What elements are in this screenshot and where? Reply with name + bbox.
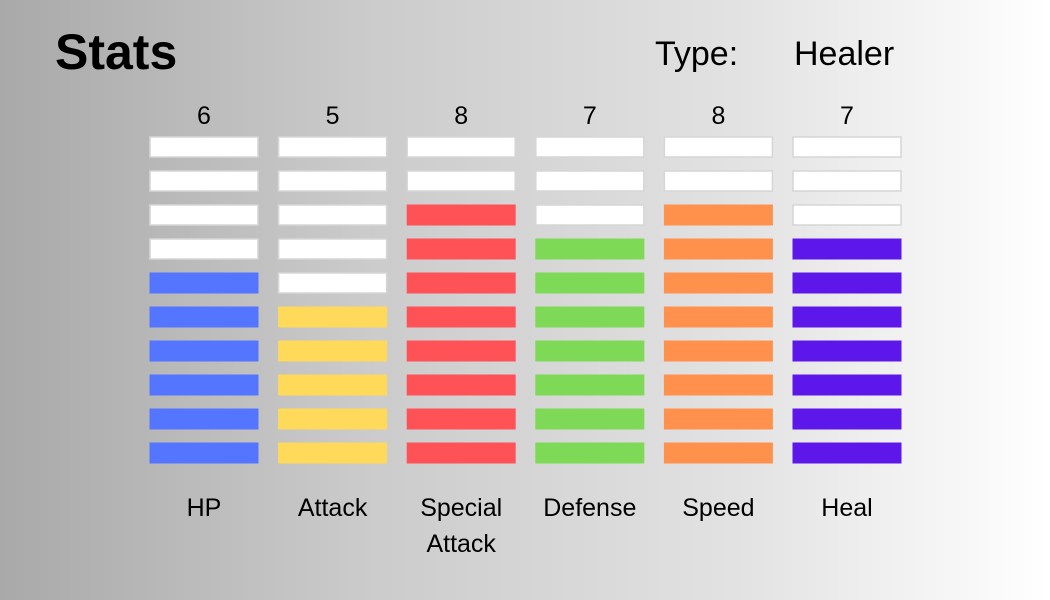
filled-segment-speed (663, 306, 773, 328)
stat-bar-hp (149, 136, 259, 464)
filled-segment-heal (792, 374, 902, 396)
empty-segment-speed (663, 136, 774, 158)
filled-segment-heal (792, 272, 902, 294)
empty-segment-defense (535, 204, 645, 226)
filled-segment-special-attack (406, 340, 516, 362)
filled-segment-special-attack (406, 204, 516, 226)
filled-segment-hp (149, 340, 259, 362)
category-label-special-attack: Special Attack (420, 494, 502, 558)
stat-bar-heal (792, 136, 902, 464)
category-label-hp: HP (187, 494, 222, 522)
empty-segment-heal (792, 136, 902, 158)
empty-segment-heal (792, 170, 902, 192)
data-label-heal: 7 (840, 102, 854, 130)
filled-segment-special-attack (406, 408, 516, 430)
filled-segment-special-attack (406, 374, 516, 396)
empty-segment-defense (535, 170, 645, 192)
data-label-hp: 6 (197, 102, 211, 130)
category-label-line: Attack (298, 494, 368, 522)
empty-segment-attack (277, 238, 388, 260)
filled-segment-defense (535, 442, 645, 464)
filled-segment-defense (535, 340, 645, 362)
filled-segment-special-attack (406, 272, 516, 294)
filled-segment-hp (149, 272, 259, 294)
category-label-speed: Speed (682, 494, 754, 522)
stat-bar-speed (663, 136, 774, 464)
empty-segment-hp (149, 238, 259, 260)
filled-segment-defense (535, 374, 645, 396)
filled-segment-speed (663, 204, 773, 226)
filled-segment-defense (535, 306, 645, 328)
empty-segment-hp (149, 170, 259, 192)
data-label-attack: 5 (326, 102, 340, 130)
filled-segment-heal (792, 408, 902, 430)
filled-segment-heal (792, 238, 902, 260)
category-label-line: Defense (543, 494, 636, 522)
filled-segment-heal (792, 306, 902, 328)
empty-segment-hp (149, 136, 259, 158)
empty-segment-special-attack (406, 136, 516, 158)
category-label-defense: Defense (543, 494, 636, 522)
filled-segment-speed (663, 238, 773, 260)
category-label-line: Speed (682, 494, 754, 522)
category-label-line: Heal (821, 494, 872, 522)
empty-segment-heal (792, 204, 902, 226)
filled-segment-hp (149, 408, 259, 430)
empty-segment-attack (277, 272, 388, 294)
empty-segment-hp (149, 204, 259, 226)
filled-segment-special-attack (406, 238, 516, 260)
category-label-line: Attack (426, 530, 496, 558)
empty-segment-attack (277, 170, 388, 192)
type-value: Healer (794, 35, 895, 73)
empty-segment-attack (277, 204, 388, 226)
filled-segment-defense (535, 272, 645, 294)
filled-segment-attack (278, 408, 388, 430)
stat-bar-defense (535, 136, 645, 464)
filled-segment-speed (663, 340, 773, 362)
filled-segment-defense (535, 238, 645, 260)
filled-segment-speed (663, 272, 773, 294)
filled-segment-heal (792, 442, 902, 464)
stat-bar-attack (277, 136, 388, 464)
empty-segment-special-attack (406, 170, 516, 192)
stat-bar-special-attack (406, 136, 516, 464)
data-label-speed: 8 (711, 102, 725, 130)
filled-segment-heal (792, 340, 902, 362)
type-label: Type: (655, 35, 739, 73)
filled-segment-special-attack (406, 442, 516, 464)
filled-segment-attack (278, 442, 388, 464)
filled-segment-attack (278, 306, 388, 328)
empty-segment-attack (277, 136, 388, 158)
filled-segment-hp (149, 374, 259, 396)
category-label-heal: Heal (821, 494, 872, 522)
empty-segment-speed (663, 170, 774, 192)
data-label-special-attack: 8 (454, 102, 468, 130)
category-label-line: HP (187, 494, 222, 522)
data-label-defense: 7 (583, 102, 597, 130)
category-label-line: Special (420, 494, 502, 522)
filled-segment-speed (663, 408, 773, 430)
empty-segment-defense (535, 136, 645, 158)
filled-segment-attack (278, 374, 388, 396)
filled-segment-defense (535, 408, 645, 430)
filled-segment-special-attack (406, 306, 516, 328)
category-label-attack: Attack (298, 494, 368, 522)
page-title: Stats (55, 24, 178, 80)
filled-segment-speed (663, 442, 773, 464)
filled-segment-hp (149, 442, 259, 464)
filled-segment-attack (278, 340, 388, 362)
filled-segment-hp (149, 306, 259, 328)
filled-segment-speed (663, 374, 773, 396)
